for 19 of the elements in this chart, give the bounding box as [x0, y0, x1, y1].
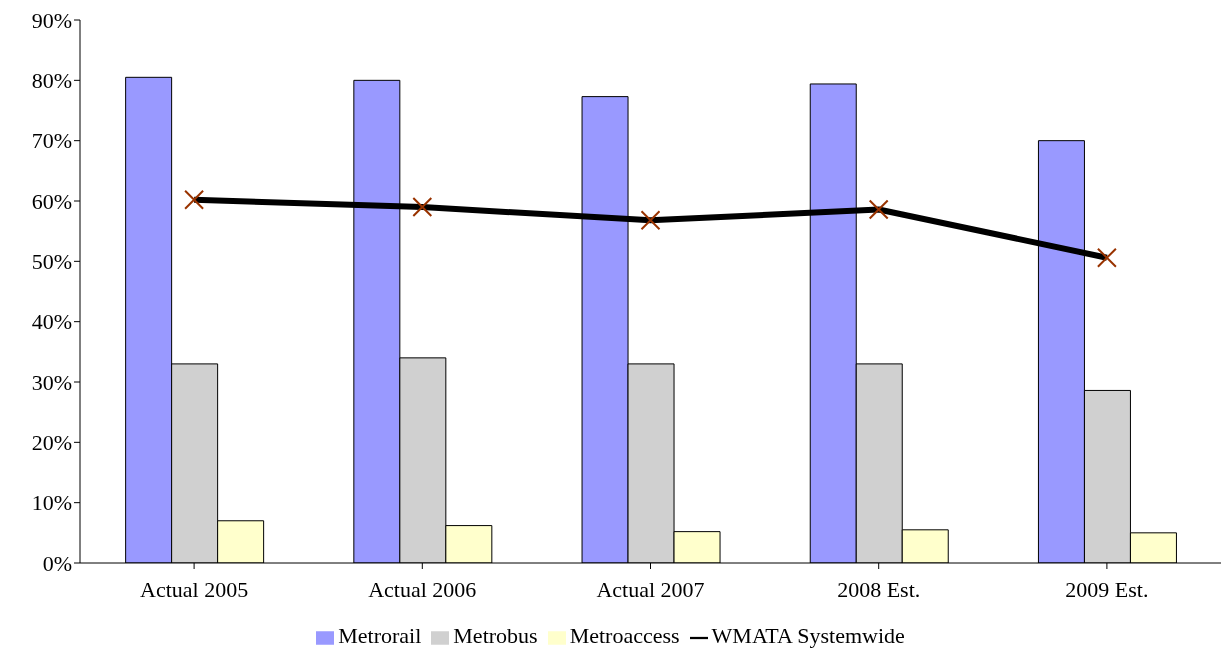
- y-tick-label: 0%: [42, 550, 72, 576]
- legend-label: Metroaccess: [569, 623, 680, 648]
- y-tick-label: 90%: [31, 7, 72, 33]
- y-tick-label: 50%: [31, 249, 72, 275]
- legend-label: Metrobus: [453, 623, 538, 648]
- legend-label: WMATA Systemwide: [711, 623, 905, 648]
- legend-label: Metrorail: [338, 623, 422, 648]
- x-tick-label: Actual 2005: [140, 576, 249, 602]
- y-tick-label: 30%: [31, 369, 72, 395]
- y-tick-label: 20%: [31, 430, 72, 456]
- x-tick-label: 2009 Est.: [1065, 576, 1149, 602]
- y-tick-label: 60%: [31, 188, 72, 214]
- x-tick-label: Actual 2006: [368, 576, 477, 602]
- y-tick-label: 40%: [31, 309, 72, 335]
- y-tick-label: 70%: [31, 128, 72, 154]
- x-tick-label: Actual 2007: [596, 576, 705, 602]
- y-tick-label: 10%: [31, 490, 72, 516]
- y-tick-label: 80%: [31, 68, 72, 94]
- x-tick-label: 2008 Est.: [837, 576, 921, 602]
